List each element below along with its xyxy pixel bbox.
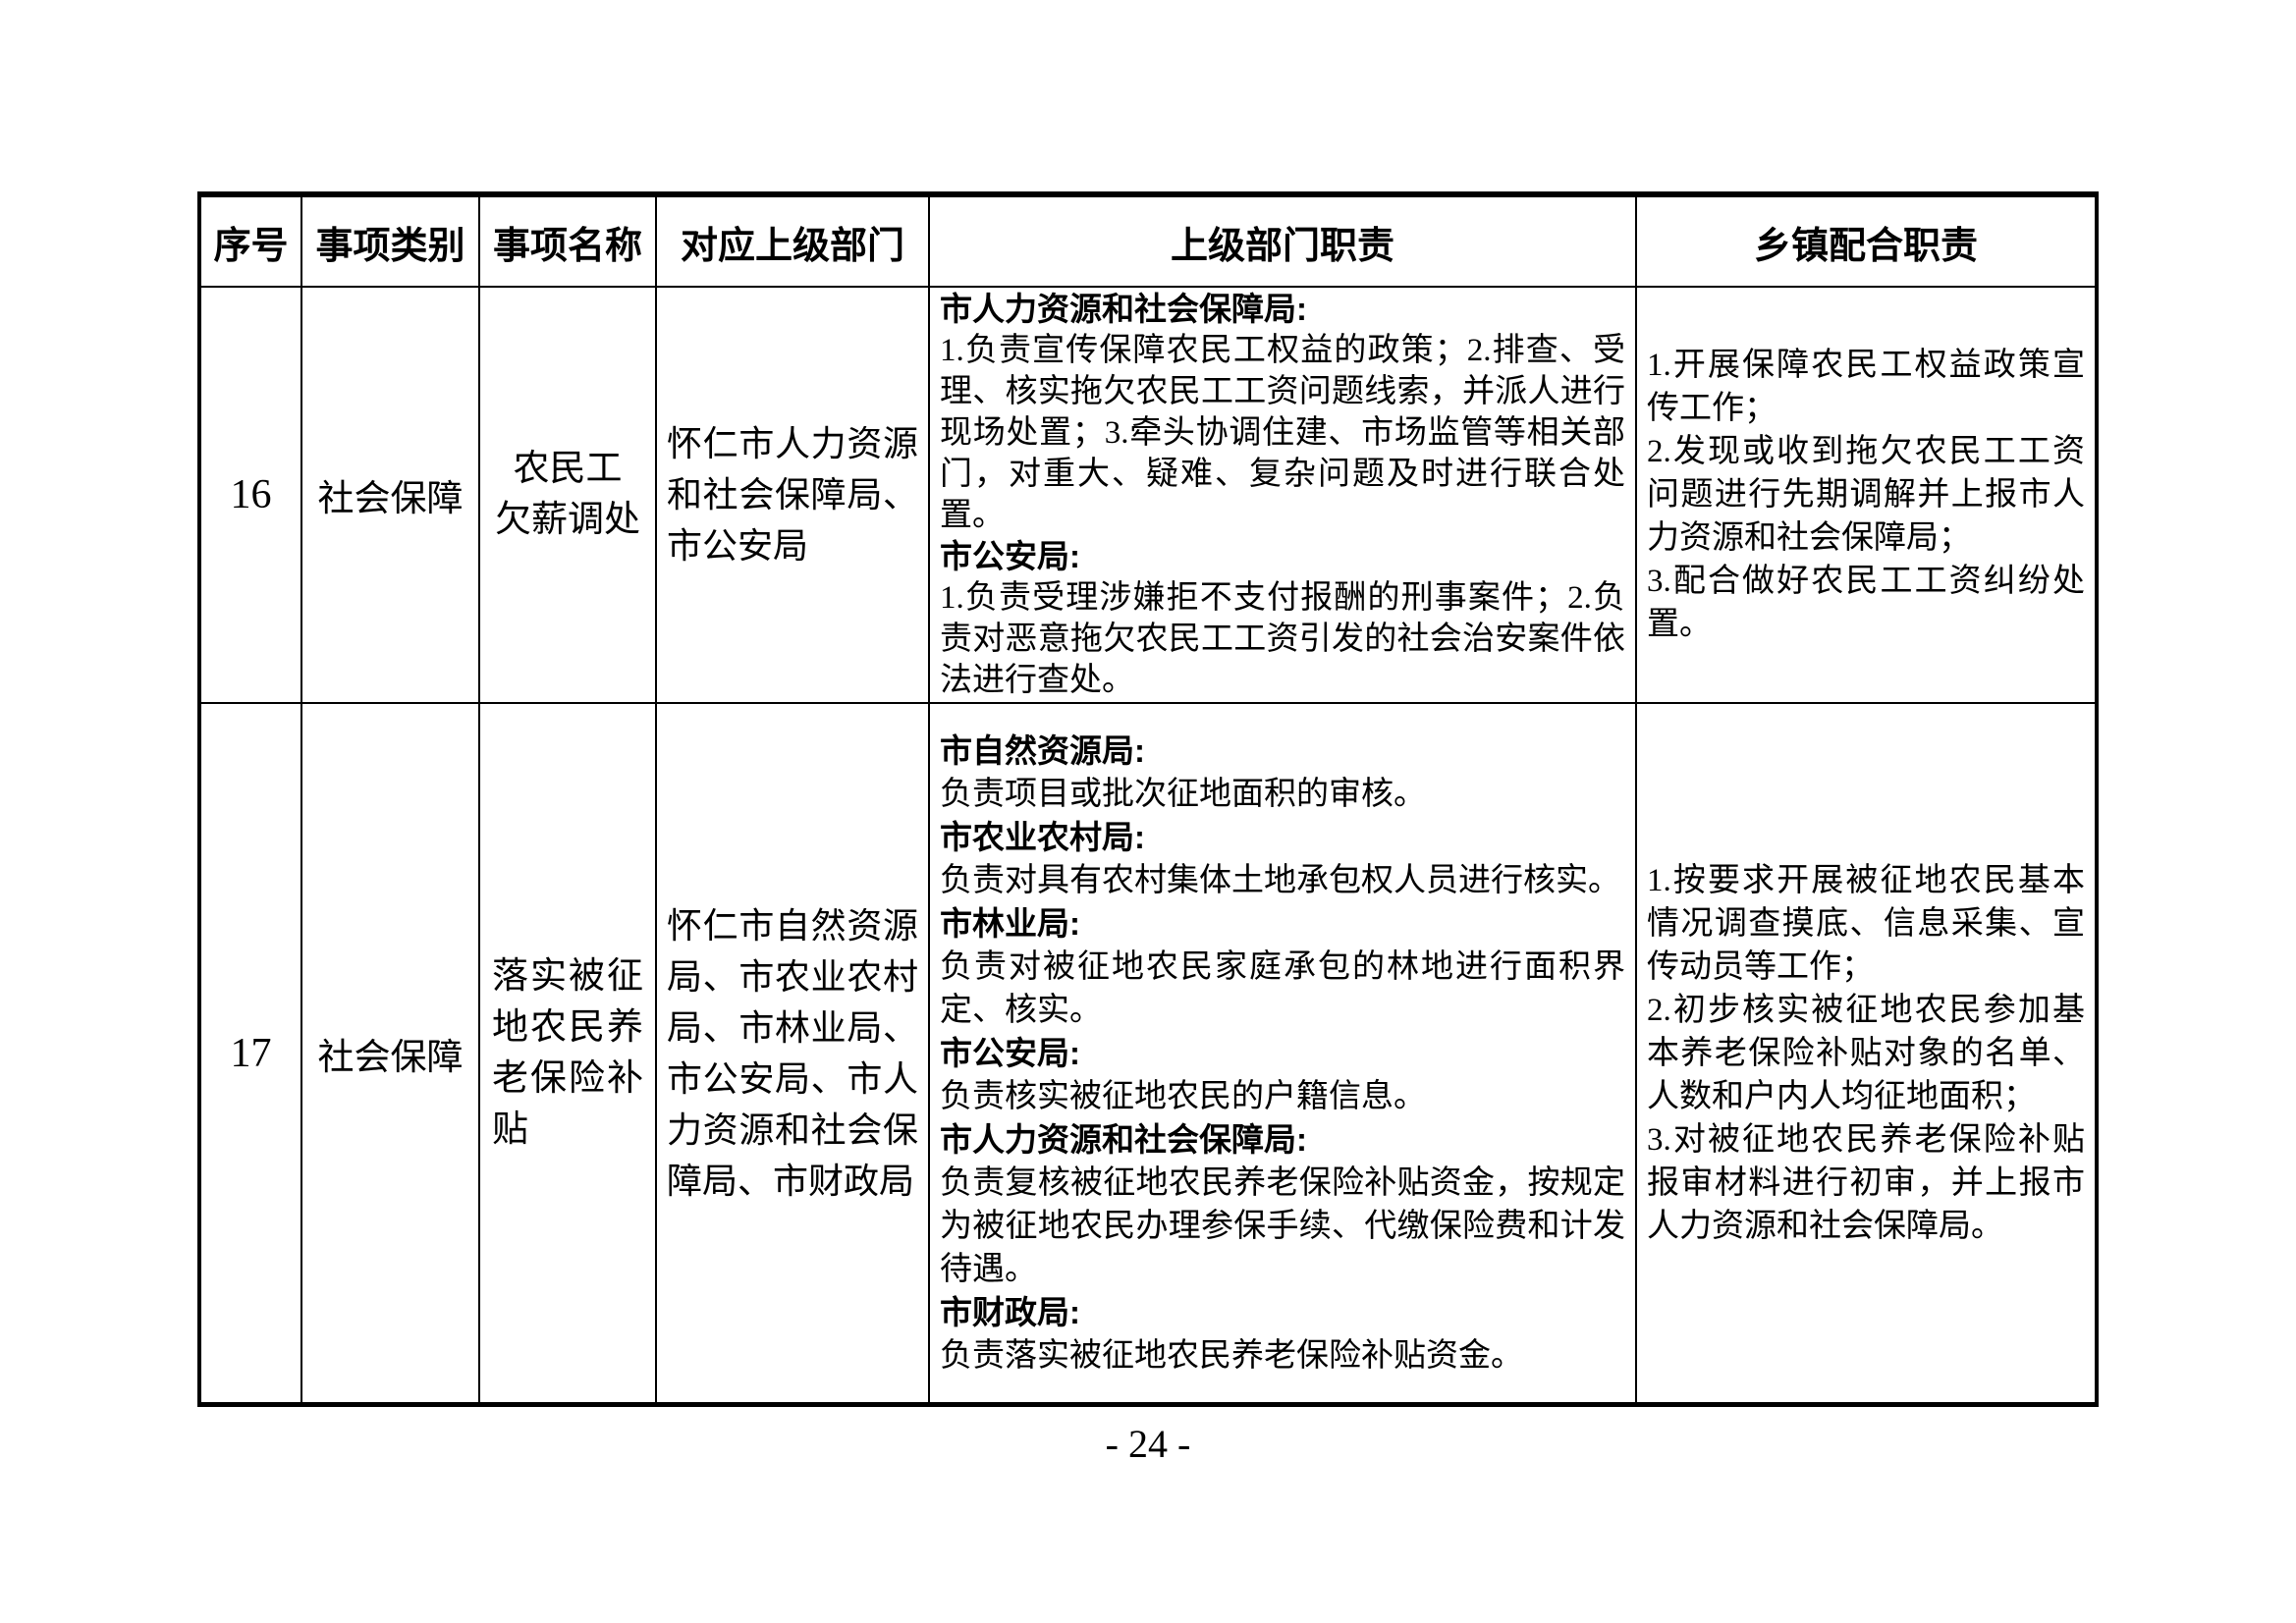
item-name-text: 落实被征地农民养老保险补贴 (492, 955, 643, 1150)
dept-duty-text: 负责复核被征地农民养老保险补贴资金，按规定为被征地农民办理参保手续、代缴保险费和… (940, 1164, 1625, 1287)
dept-heading: 市财政局: (940, 1293, 1080, 1330)
township-duty-item: 3.配合做好农民工工资纠纷处置。 (1647, 564, 2085, 642)
col-header-superior-duties: 上级部门职责 (930, 197, 1637, 288)
dept-heading: 市农业农村局: (940, 818, 1145, 855)
col-header-township-duties: 乡镇配合职责 (1637, 197, 2095, 288)
dept-duty-text: 负责核实被征地农民的户籍信息。 (940, 1078, 1426, 1114)
cell-item-name-16: 农民工 欠薪调处 (480, 288, 657, 704)
cell-item-name-17: 落实被征地农民养老保险补贴 (480, 704, 657, 1402)
col-header-seq: 序号 (201, 197, 302, 288)
township-duty-item: 2.初步核实被征地农民参加基本养老保险补贴对象的名单、人数和户内人均征地面积； (1647, 992, 2085, 1114)
responsibility-table: 序号 事项类别 事项名称 对应上级部门 上级部门职责 乡镇配合职责 16 社会保… (197, 191, 2099, 1407)
cell-superior-duties-17: 市自然资源局: 负责项目或批次征地面积的审核。 市农业农村局: 负责对具有农村集… (930, 704, 1637, 1402)
dept-heading: 市公安局: (940, 1034, 1080, 1071)
cell-category-16: 社会保障 (302, 288, 480, 704)
col-header-superior-dept: 对应上级部门 (657, 197, 930, 288)
dept-duty-text: 负责项目或批次征地面积的审核。 (940, 776, 1426, 812)
col-header-item-name: 事项名称 (480, 197, 657, 288)
dept-duty-text: 1.负责宣传保障农民工权益的政策；2.排查、受理、核实拖欠农民工工资问题线索，并… (940, 333, 1625, 533)
dept-heading: 市林业局: (940, 904, 1080, 942)
dept-duty-text: 负责对具有农村集体土地承包权人员进行核实。 (940, 862, 1620, 898)
cell-township-duties-16: 1.开展保障农民工权益政策宣传工作； 2.发现或收到拖欠农民工工资问题进行先期调… (1637, 288, 2095, 704)
cell-seq-16: 16 (201, 288, 302, 704)
township-duty-item: 1.开展保障农民工权益政策宣传工作； (1647, 348, 2085, 426)
township-duty-item: 2.发现或收到拖欠农民工工资问题进行先期调解并上报市人力资源和社会保障局； (1647, 434, 2085, 556)
item-name-line: 农民工 (513, 449, 623, 489)
dept-duty-text: 负责落实被征地农民养老保险补贴资金。 (940, 1337, 1523, 1374)
cell-superior-depts-17: 怀仁市自然资源局、市农业农村局、市林业局、市公安局、市人力资源和社会保障局、市财… (657, 704, 930, 1402)
dept-duty-text: 负责对被征地农民家庭承包的林地进行面积界定、核实。 (940, 948, 1625, 1028)
dept-heading: 市公安局: (940, 538, 1080, 574)
col-header-category: 事项类别 (302, 197, 480, 288)
dept-duty-text: 1.负责受理涉嫌拒不支付报酬的刑事案件；2.负责对恶意拖欠农民工工资引发的社会治… (940, 580, 1625, 698)
cell-category-17: 社会保障 (302, 704, 480, 1402)
cell-township-duties-17: 1.按要求开展被征地农民基本情况调查摸底、信息采集、宣传动员等工作； 2.初步核… (1637, 704, 2095, 1402)
dept-heading: 市人力资源和社会保障局: (940, 291, 1307, 327)
township-duty-item: 1.按要求开展被征地农民基本情况调查摸底、信息采集、宣传动员等工作； (1647, 862, 2085, 985)
dept-heading: 市人力资源和社会保障局: (940, 1120, 1307, 1158)
item-name-line: 欠薪调处 (495, 500, 640, 540)
dept-heading: 市自然资源局: (940, 731, 1145, 769)
cell-seq-17: 17 (201, 704, 302, 1402)
cell-superior-depts-16: 怀仁市人力资源和社会保障局、市公安局 (657, 288, 930, 704)
township-duty-item: 3.对被征地农民养老保险补贴报审材料进行初审，并上报市人力资源和社会保障局。 (1647, 1121, 2085, 1244)
page-number: - 24 - (1105, 1422, 1191, 1466)
cell-superior-duties-16: 市人力资源和社会保障局: 1.负责宣传保障农民工权益的政策；2.排查、受理、核实… (930, 288, 1637, 704)
